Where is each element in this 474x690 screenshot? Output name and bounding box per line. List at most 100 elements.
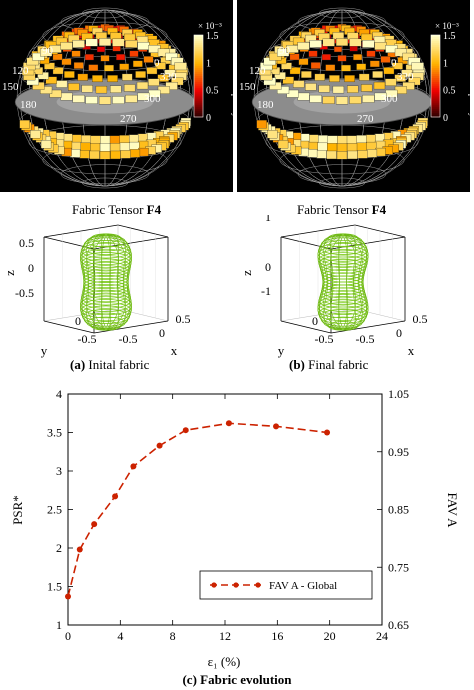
colorbar-segment [194, 71, 203, 75]
sphere-angle-label: 270 [357, 113, 374, 125]
sphere-angle-label: 150 [2, 81, 19, 93]
z-tick-label: 0 [28, 261, 34, 275]
colorbar-label: Normalized Frequency [468, 35, 470, 118]
x-axis-label: x [408, 343, 415, 358]
data-point [324, 429, 331, 436]
chart-legend: FAV A - Global [199, 570, 373, 600]
colorbar-segment [431, 84, 440, 87]
colorbar-segment [194, 110, 203, 114]
colorbar-segment [194, 47, 203, 50]
colorbar-segment [431, 80, 440, 83]
colorbar-segment [431, 37, 440, 40]
fabric-evolution-chart: 0 4 8 12 16 20 24 1 1.5 2 2.5 3 3.5 4 0.65 0.75 0.85 0.95… [10, 387, 460, 669]
caption-a: (a) Inital fabric [70, 357, 150, 372]
z-tick-label: 1 [265, 215, 271, 224]
data-point [65, 593, 71, 600]
colorbar-tick-label: 0 [443, 113, 448, 124]
data-point [225, 420, 232, 427]
colorbar-segment [194, 88, 203, 91]
colorbar-segment [194, 61, 203, 65]
sphere-angle-label: 300 [144, 93, 161, 105]
colorbar-segment [194, 90, 203, 93]
colorbar-segment [194, 84, 203, 87]
x-tick-label: 8 [170, 629, 176, 643]
x-tick-label: 0.5 [176, 312, 191, 326]
colorbar-segment [431, 86, 440, 89]
data-point [76, 546, 83, 553]
colorbar-segment [431, 98, 440, 102]
colorbar-segment [194, 102, 203, 106]
sphere-angle-label: 180 [257, 99, 274, 111]
y-tick-label: 1.5 [47, 580, 62, 594]
colorbar-segment [194, 35, 203, 38]
colorbar-segment [431, 51, 440, 55]
colorbar-segment [194, 100, 203, 104]
colorbar-tick-label: 0.5 [206, 86, 219, 97]
colorbar-segment [431, 57, 440, 61]
x-tick-label: 0 [396, 326, 402, 340]
x-tick-label: 0 [65, 629, 71, 643]
y-axis-label: PSR* [10, 495, 25, 525]
x-axis-label: ε₁ (%) [208, 654, 241, 669]
colorbar-segment [431, 59, 440, 63]
x-tick-label: 24 [376, 629, 388, 643]
data-point [156, 442, 163, 449]
y-tick-label: 4 [56, 387, 62, 401]
colorbar-segment [431, 90, 440, 93]
colorbar-segment [431, 53, 440, 57]
colorbar-segment [194, 57, 203, 61]
y-right-tick-label: 0.95 [388, 445, 409, 459]
colorbar-segment [431, 104, 440, 108]
colorbar-tick-label: 1 [206, 58, 211, 69]
y-right-tick-label: 0.85 [388, 503, 409, 517]
colorbar-segment [431, 35, 440, 38]
colorbar-segment [431, 65, 440, 69]
legend-marker [211, 582, 217, 588]
y-right-axis-label: FAV A [445, 492, 460, 528]
colorbar-segment [194, 108, 203, 112]
colorbar-segment [431, 114, 440, 118]
y-tick-label: 3.5 [47, 426, 62, 440]
legend-marker [255, 582, 261, 588]
colorbar-segment [431, 69, 440, 73]
data-point [112, 493, 119, 500]
colorbar-segment [194, 41, 203, 44]
colorbar-segment [194, 82, 203, 85]
sphere-angle-label: 120 [249, 65, 266, 77]
y-tick-label: -0.5 [78, 332, 97, 346]
z-tick-label: 0.5 [19, 236, 34, 250]
colorbar-segment [194, 114, 203, 118]
sphere-angle-label: 0 [391, 57, 397, 69]
x-tick-label: 4 [117, 629, 123, 643]
colorbar-segment [194, 63, 203, 67]
colorbar-segment [431, 76, 440, 79]
sphere-angle-label: 120 [12, 65, 29, 77]
colorbar-segment [431, 45, 440, 48]
colorbar-segment [431, 73, 440, 77]
colorbar-exponent: × 10⁻³ [198, 21, 222, 31]
tensor-surface-b: 1 0 -1 z 0 -0.5 y -0.5 0 0.5 x [239, 215, 428, 358]
sphere-angle-label: 270 [120, 113, 137, 125]
colorbar-tick-label: 1.5 [206, 31, 219, 42]
colorbar-segment [431, 55, 440, 59]
sphere-angle-label: 150 [239, 81, 256, 93]
x-tick-label: -0.5 [119, 332, 138, 346]
colorbar-segment [194, 98, 203, 102]
colorbar-segment [194, 73, 203, 77]
colorbar-label: Normalized Frequency [231, 35, 233, 118]
colorbar-segment [194, 69, 203, 73]
data-point [130, 463, 137, 470]
colorbar-segment [431, 96, 440, 100]
caption-b: (b) Final fabric [289, 357, 369, 372]
colorbar-segment [194, 49, 203, 52]
sphere-histogram-a: 90 120 150 180 0 330 300 270 × 10⁻³ 1.5 1 0.5 0 Norm… [0, 0, 233, 192]
colorbar-segment [431, 94, 440, 98]
x-tick-label: 0 [159, 326, 165, 340]
y-right-tick-label: 1.05 [388, 387, 409, 401]
z-tick-label: 0 [265, 260, 271, 274]
colorbar-segment [194, 86, 203, 89]
series-line [67, 422, 328, 597]
z-tick-label: -1 [261, 284, 271, 298]
